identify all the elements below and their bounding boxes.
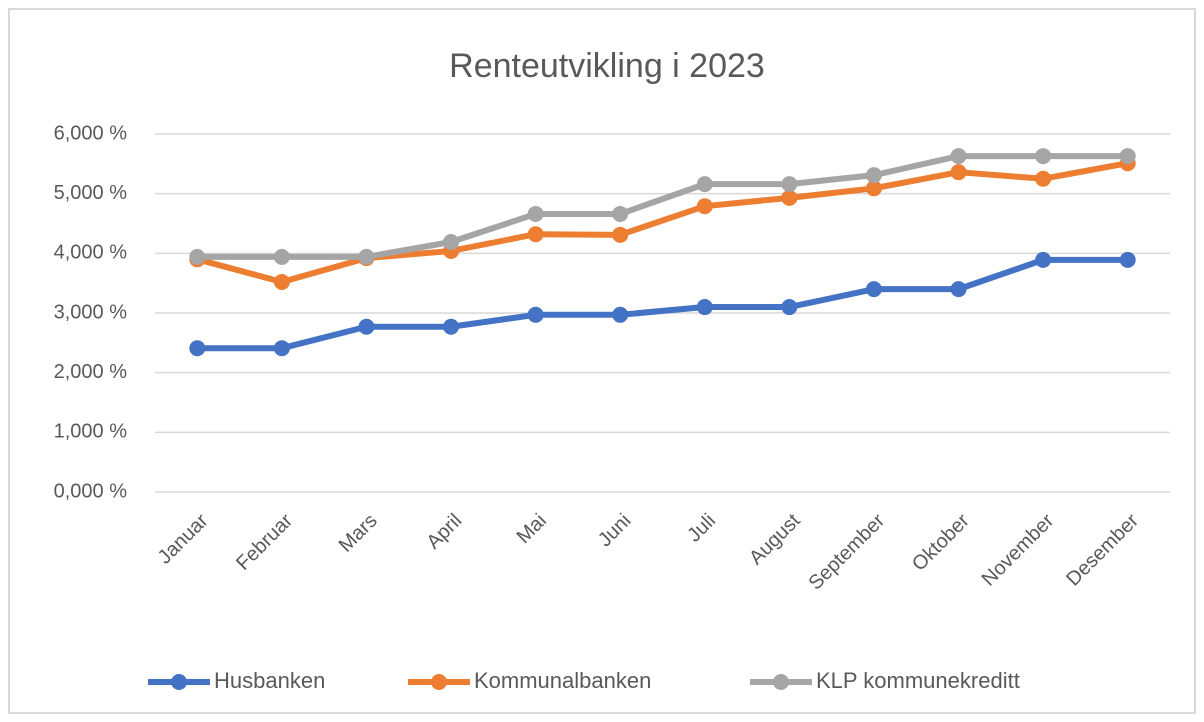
point [443,318,460,335]
legend-label: Kommunalbanken [474,668,651,693]
point [273,248,290,265]
point [781,176,798,193]
point [527,226,544,243]
y-tick-label: 4,000 % [54,242,128,264]
y-tick-label: 3,000 % [54,301,128,323]
series-line [197,256,1128,352]
y-tick-label: 1,000 % [54,421,128,443]
point [781,299,798,316]
point [696,299,713,316]
point [443,233,460,250]
chart-frame [8,8,1196,714]
point [527,306,544,323]
chart-title: Renteutvikling i 2023 [449,47,765,85]
point [189,248,206,265]
point [865,180,882,197]
legend-label: KLP kommunekreditt [816,668,1020,693]
point [1035,170,1052,187]
series-line [196,160,1129,285]
point [273,273,290,290]
point [1119,148,1136,165]
point [950,148,967,165]
point [612,205,629,222]
point [696,176,713,193]
point [865,281,882,298]
y-tick-label: 6,000 % [54,122,128,144]
point [696,198,713,215]
point [950,281,967,298]
y-tick-label: 2,000 % [54,361,128,383]
point [189,340,206,357]
point [527,205,544,222]
point [865,167,882,184]
point [950,164,967,181]
point [781,189,798,206]
point [358,248,375,265]
y-tick-label: 5,000 % [54,182,128,204]
y-tick-label: 0,000 % [54,480,128,502]
point [273,340,290,357]
point [1119,251,1136,268]
point [1035,251,1052,268]
point [358,318,375,335]
point [1035,148,1052,165]
legend-marker [773,674,789,690]
point [612,306,629,323]
legend-label: Husbanken [214,668,325,693]
legend-marker [171,674,187,690]
legend-marker [431,674,447,690]
point [612,226,629,243]
series-line [197,153,1128,260]
